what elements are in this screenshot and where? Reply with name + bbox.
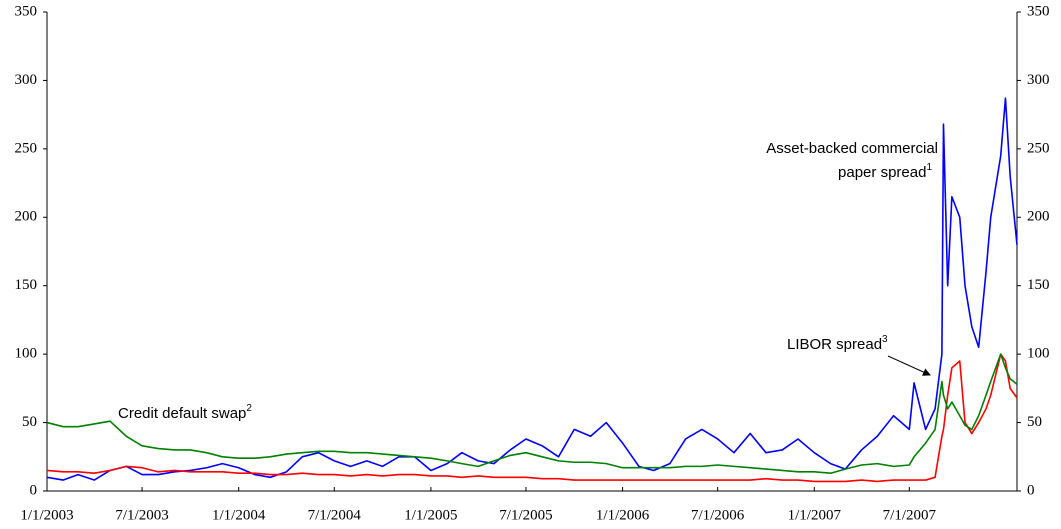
annotation-sup: 3: [882, 334, 888, 345]
x-tick-label: 7/1/2004: [308, 507, 362, 523]
y-tick-label: 350: [15, 3, 38, 19]
y-tick-label: 150: [15, 277, 38, 293]
x-tick-label: 7/1/2006: [691, 507, 745, 523]
annotation-sup: 2: [246, 403, 252, 414]
x-tick-label: 7/1/2007: [883, 507, 937, 523]
annotation-text: LIBOR spread: [787, 336, 882, 353]
y-tick-label: 300: [15, 72, 38, 88]
series-line: [46, 353, 1018, 475]
x-tick-label: 1/1/2003: [20, 507, 73, 523]
annotation: paper spread1: [838, 162, 932, 181]
annotation: Credit default swap2: [118, 403, 252, 422]
y2-tick-label: 200: [1027, 209, 1050, 225]
x-tick-label: 7/1/2005: [499, 507, 552, 523]
y2-tick-label: 0: [1027, 482, 1035, 498]
y2-tick-label: 100: [1027, 346, 1050, 362]
y2-tick-label: 250: [1027, 140, 1050, 156]
series-line: [46, 353, 1018, 483]
y-tick-label: 0: [30, 482, 38, 498]
y2-tick-label: 300: [1027, 72, 1050, 88]
annotation-text: Credit default swap: [118, 405, 246, 422]
y2-tick-label: 50: [1027, 414, 1042, 430]
y2-tick-label: 350: [1027, 3, 1050, 19]
x-tick-label: 7/1/2003: [115, 507, 168, 523]
x-tick-label: 1/1/2006: [596, 507, 650, 523]
y-tick-label: 50: [22, 414, 37, 430]
annotation-text: Asset-backed commercial: [766, 140, 938, 157]
annotation-text: paper spread: [838, 164, 926, 181]
x-tick-label: 1/1/2007: [788, 507, 842, 523]
annotation: Asset-backed commercial: [766, 140, 938, 157]
y2-tick-label: 150: [1027, 277, 1050, 293]
x-tick-label: 1/1/2005: [404, 507, 457, 523]
y-tick-label: 100: [15, 346, 38, 362]
annotation: LIBOR spread3: [787, 334, 888, 353]
annotation-arrow: [887, 355, 931, 376]
y-tick-label: 200: [15, 209, 38, 225]
series-line: [46, 97, 1018, 481]
annotation-sup: 1: [926, 162, 932, 173]
y-tick-label: 250: [15, 140, 38, 156]
x-tick-label: 1/1/2004: [212, 507, 266, 523]
